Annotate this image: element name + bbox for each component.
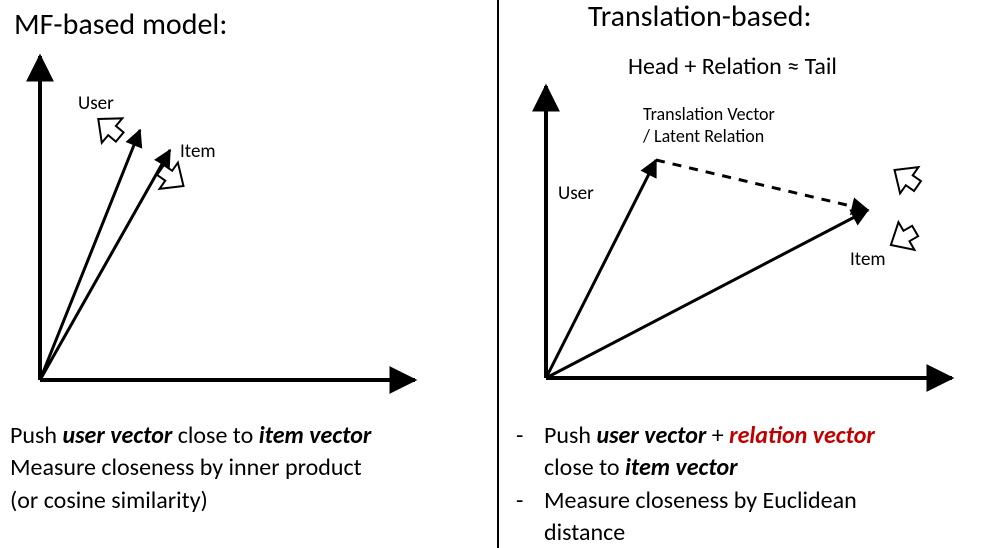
- translation-caption: - Push user vector + relation vector clo…: [516, 420, 996, 548]
- translation-vector-label: Translation Vector / Latent Relation: [643, 104, 775, 147]
- push-item-arrow: [151, 157, 192, 199]
- mf-caption: Push user vector close to item vector Me…: [10, 420, 490, 517]
- mf-caption-line1: Push user vector close to item vector: [10, 420, 490, 452]
- item-label-r: Item: [850, 248, 886, 271]
- mf-diagram: [0, 0, 498, 420]
- user-label: User: [78, 92, 114, 115]
- mf-caption-line3: (or cosine similarity): [10, 485, 490, 517]
- mf-panel: MF-based model:: [0, 0, 498, 548]
- caption-bullet-1: - Push user vector + relation vector clo…: [516, 420, 996, 485]
- user-vector: [40, 130, 140, 380]
- mf-caption-line2: Measure closeness by inner product: [10, 452, 490, 484]
- item-vector-r: [546, 210, 868, 378]
- translation-diagram: [498, 0, 996, 420]
- translation-vector: [656, 160, 868, 210]
- push-arrow-2: [883, 217, 923, 259]
- user-label-r: User: [558, 182, 594, 205]
- translation-panel: Translation-based: Head + Relation ≈ Tai…: [498, 0, 996, 548]
- item-vector: [40, 150, 170, 380]
- caption-bullet-2: - Measure closeness by Euclidean distanc…: [516, 485, 996, 548]
- item-label: Item: [180, 140, 216, 163]
- push-arrow-1: [885, 157, 926, 199]
